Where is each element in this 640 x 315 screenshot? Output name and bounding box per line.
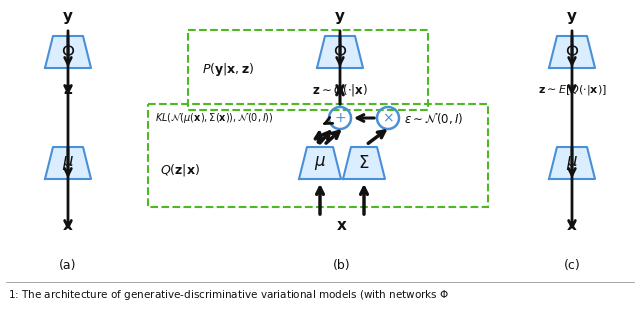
Text: 1: The architecture of generative-discriminative variational models (with networ: 1: The architecture of generative-discri…: [8, 288, 449, 302]
Polygon shape: [299, 147, 341, 179]
Bar: [188, 30, 428, 110]
Text: $\times$: $\times$: [382, 111, 394, 125]
Polygon shape: [45, 36, 91, 68]
Text: $\mathbf{x}$: $\mathbf{x}$: [62, 217, 74, 232]
Text: $\mathbf{x}$: $\mathbf{x}$: [336, 217, 348, 232]
Text: $\mu$: $\mu$: [62, 154, 74, 172]
Text: $\mathbf{x}$: $\mathbf{x}$: [566, 217, 578, 232]
Text: $\Phi$: $\Phi$: [565, 43, 579, 61]
Text: $\epsilon\sim\mathcal{N}(0,I)$: $\epsilon\sim\mathcal{N}(0,I)$: [404, 111, 463, 125]
Polygon shape: [317, 36, 363, 68]
Text: (a): (a): [60, 259, 77, 272]
Polygon shape: [343, 147, 385, 179]
Polygon shape: [549, 147, 595, 179]
Text: (c): (c): [564, 259, 580, 272]
Text: $\Sigma$: $\Sigma$: [358, 154, 370, 172]
Text: $\mathbf{z}\sim E[Q(\cdot|\mathbf{x})]$: $\mathbf{z}\sim E[Q(\cdot|\mathbf{x})]$: [538, 83, 607, 97]
Polygon shape: [549, 36, 595, 68]
Polygon shape: [45, 147, 91, 179]
Text: $+$: $+$: [334, 111, 346, 125]
Text: $\mu$: $\mu$: [566, 154, 578, 172]
Text: $\mathbf{z}\sim Q(\cdot|\mathbf{x})$: $\mathbf{z}\sim Q(\cdot|\mathbf{x})$: [312, 82, 368, 98]
Bar: [148, 104, 488, 207]
Text: $\mu$: $\mu$: [314, 154, 326, 172]
Text: $Q(\mathbf{z}|\mathbf{x})$: $Q(\mathbf{z}|\mathbf{x})$: [160, 162, 200, 178]
Text: $\mathbf{y}$: $\mathbf{y}$: [566, 10, 578, 26]
Text: $\mathbf{z}$: $\mathbf{z}$: [63, 83, 73, 98]
Text: $\mathbf{y}$: $\mathbf{y}$: [334, 10, 346, 26]
Text: (b): (b): [333, 259, 351, 272]
Text: $\mathbf{y}$: $\mathbf{y}$: [62, 10, 74, 26]
Text: $\Phi$: $\Phi$: [61, 43, 75, 61]
Text: $P(\mathbf{y}|\mathbf{x},\mathbf{z})$: $P(\mathbf{y}|\mathbf{x},\mathbf{z})$: [202, 61, 254, 78]
Text: $\Phi$: $\Phi$: [333, 43, 347, 61]
Text: $KL(\mathcal{N}(\mu(\mathbf{x}),\Sigma(\mathbf{x})),\mathcal{N}(0,I))$: $KL(\mathcal{N}(\mu(\mathbf{x}),\Sigma(\…: [155, 111, 274, 125]
